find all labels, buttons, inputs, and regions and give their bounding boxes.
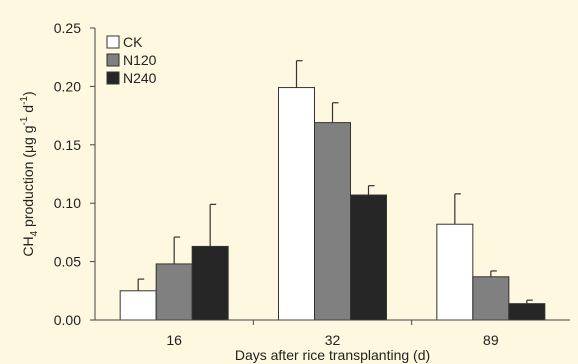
y-axis-ticks: 0.00 0.05 0.10 0.15 0.20 0.25 — [54, 20, 95, 328]
legend-swatch-n240 — [106, 71, 120, 85]
bar-n240-89 — [508, 303, 546, 321]
legend-swatch-n120 — [106, 53, 120, 67]
bar-ck-32 — [278, 87, 315, 321]
bar-ck-16 — [119, 290, 157, 321]
bar-n120-16 — [155, 263, 193, 321]
y-tick-label: 0.00 — [54, 312, 81, 328]
bar-group — [119, 87, 546, 321]
x-tick-label: 89 — [483, 332, 499, 348]
bar-n120-32 — [314, 122, 351, 321]
x-tick-label: 32 — [325, 332, 341, 348]
legend-label-ck: CK — [123, 34, 143, 50]
y-tick-label: 0.15 — [54, 137, 81, 153]
y-tick-label: 0.25 — [54, 20, 81, 36]
bar-ck-89 — [436, 223, 474, 321]
legend: CK N120 N240 — [106, 34, 157, 86]
x-axis-label: Days after rice transplanting (d) — [235, 347, 430, 363]
error-bar-group — [137, 60, 533, 304]
y-tick-label: 0.05 — [54, 254, 81, 270]
bar-n120-89 — [472, 276, 510, 321]
y-axis-label: CH4 production (μg g-1 d-1) — [19, 91, 40, 256]
bar-n240-32 — [350, 194, 387, 321]
y-tick-label: 0.20 — [54, 78, 81, 94]
legend-swatch-ck — [106, 35, 120, 49]
bar-n240-16 — [191, 245, 229, 321]
legend-label-n120: N120 — [123, 52, 157, 68]
legend-label-n240: N240 — [123, 70, 157, 86]
x-axis-ticks: 16 32 89 — [166, 320, 499, 348]
x-tick-label: 16 — [166, 332, 182, 348]
y-tick-label: 0.10 — [54, 195, 81, 211]
